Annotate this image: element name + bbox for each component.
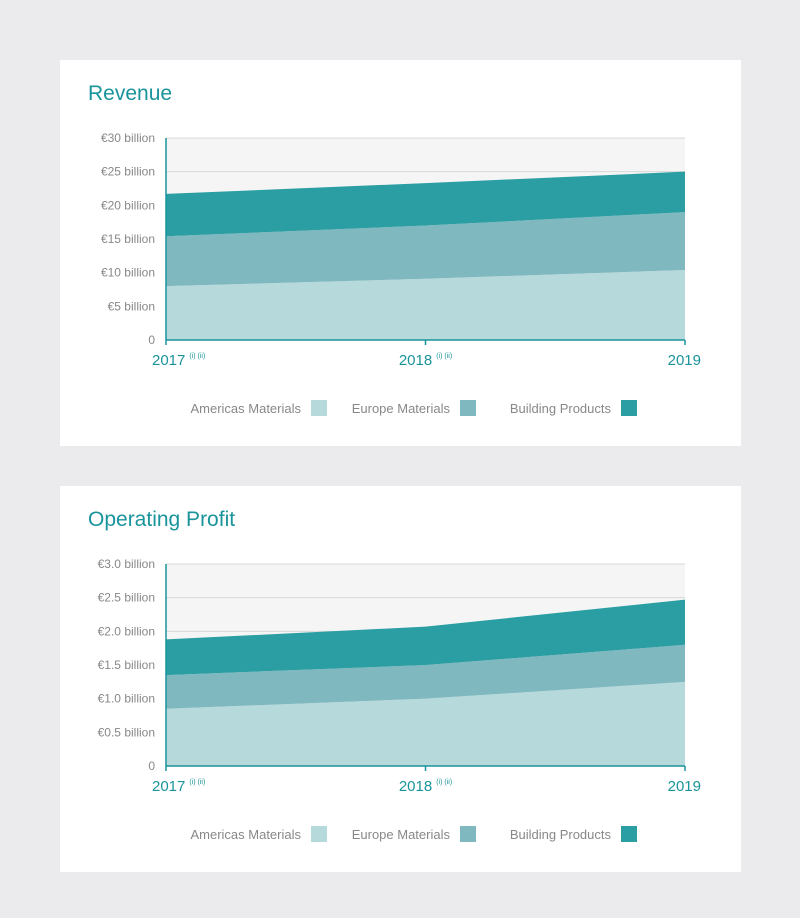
- y-tick-label: €2.0 billion: [98, 624, 155, 638]
- legend-item-building-products: Building Products: [510, 400, 637, 418]
- legend-swatch: [311, 826, 327, 842]
- operating-profit-chart-card: Operating Profit 0 €0.5 billion €1.0 billi…: [60, 486, 741, 872]
- legend-item-europe-materials: Europe Materials: [352, 826, 476, 844]
- building-products-area: [166, 599, 685, 676]
- x-tick-label: 2018 (i) (ii): [399, 778, 452, 795]
- y-tick-label: €5 billion: [108, 299, 155, 313]
- x-tick-footnote: (i) (ii): [189, 779, 205, 786]
- y-tick-label: 0: [148, 759, 155, 773]
- y-tick-label: €2.5 billion: [98, 591, 155, 605]
- europe-materials-area: [166, 212, 685, 287]
- x-tick-label: 2019: [668, 352, 701, 369]
- legend-swatch: [460, 826, 476, 842]
- x-tick-footnote: (i) (ii): [436, 353, 452, 360]
- building-products-area: [166, 171, 685, 237]
- chart-legend: Americas Materials Europe Materials Buil…: [60, 400, 741, 420]
- americas-materials-area: [166, 681, 685, 766]
- y-tick-label: €1.5 billion: [98, 658, 155, 672]
- revenue-chart-card: Revenue 0 €5 billion €10 billion €15 billio…: [60, 60, 741, 446]
- revenue-chart: 0 €5 billion €10 billion €15 billion €20 bil…: [101, 131, 701, 369]
- legend-label: Building Products: [509, 401, 611, 416]
- x-tick-label: 2018 (i) (ii): [399, 352, 452, 369]
- americas-materials-area: [166, 269, 685, 340]
- y-tick-label: €3.0 billion: [98, 557, 155, 571]
- x-tick-label: 2019: [668, 778, 701, 795]
- legend-item-building-products: Building Products: [510, 826, 637, 844]
- legend-swatch: [621, 400, 637, 416]
- y-tick-label: 0: [148, 333, 155, 347]
- y-tick-label: €0.5 billion: [98, 725, 155, 739]
- legend-item-americas-materials: Americas Materials: [190, 400, 327, 418]
- legend-item-americas-materials: Americas Materials: [190, 826, 327, 844]
- legend-item-europe-materials: Europe Materials: [352, 400, 476, 418]
- europe-materials-area: [166, 644, 685, 709]
- x-tick-footnote: (i) (ii): [189, 353, 205, 360]
- legend-label: Americas Materials: [190, 401, 301, 416]
- legend-swatch: [460, 400, 476, 416]
- legend-label: Europe Materials: [351, 827, 450, 842]
- x-tick-label: 2017 (i) (ii): [152, 352, 205, 369]
- legend-label: Europe Materials: [351, 401, 450, 416]
- y-tick-label: €25 billion: [101, 165, 155, 179]
- y-tick-label: €20 billion: [101, 198, 155, 212]
- chart-title: Revenue: [88, 82, 173, 105]
- y-tick-label: €10 billion: [101, 266, 155, 280]
- y-tick-label: €30 billion: [101, 131, 155, 145]
- legend-label: Building Products: [509, 827, 611, 842]
- x-tick-label: 2017 (i) (ii): [152, 778, 205, 795]
- y-tick-label: €15 billion: [101, 232, 155, 246]
- chart-legend: Americas Materials Europe Materials Buil…: [60, 826, 741, 846]
- legend-swatch: [621, 826, 637, 842]
- operating-profit-chart: 0 €0.5 billion €1.0 billion €1.5 billion €2.…: [98, 557, 701, 795]
- chart-title: Operating Profit: [88, 508, 236, 531]
- x-tick-footnote: (i) (ii): [436, 779, 452, 786]
- y-tick-label: €1.0 billion: [98, 692, 155, 706]
- legend-swatch: [311, 400, 327, 416]
- legend-label: Americas Materials: [190, 827, 301, 842]
